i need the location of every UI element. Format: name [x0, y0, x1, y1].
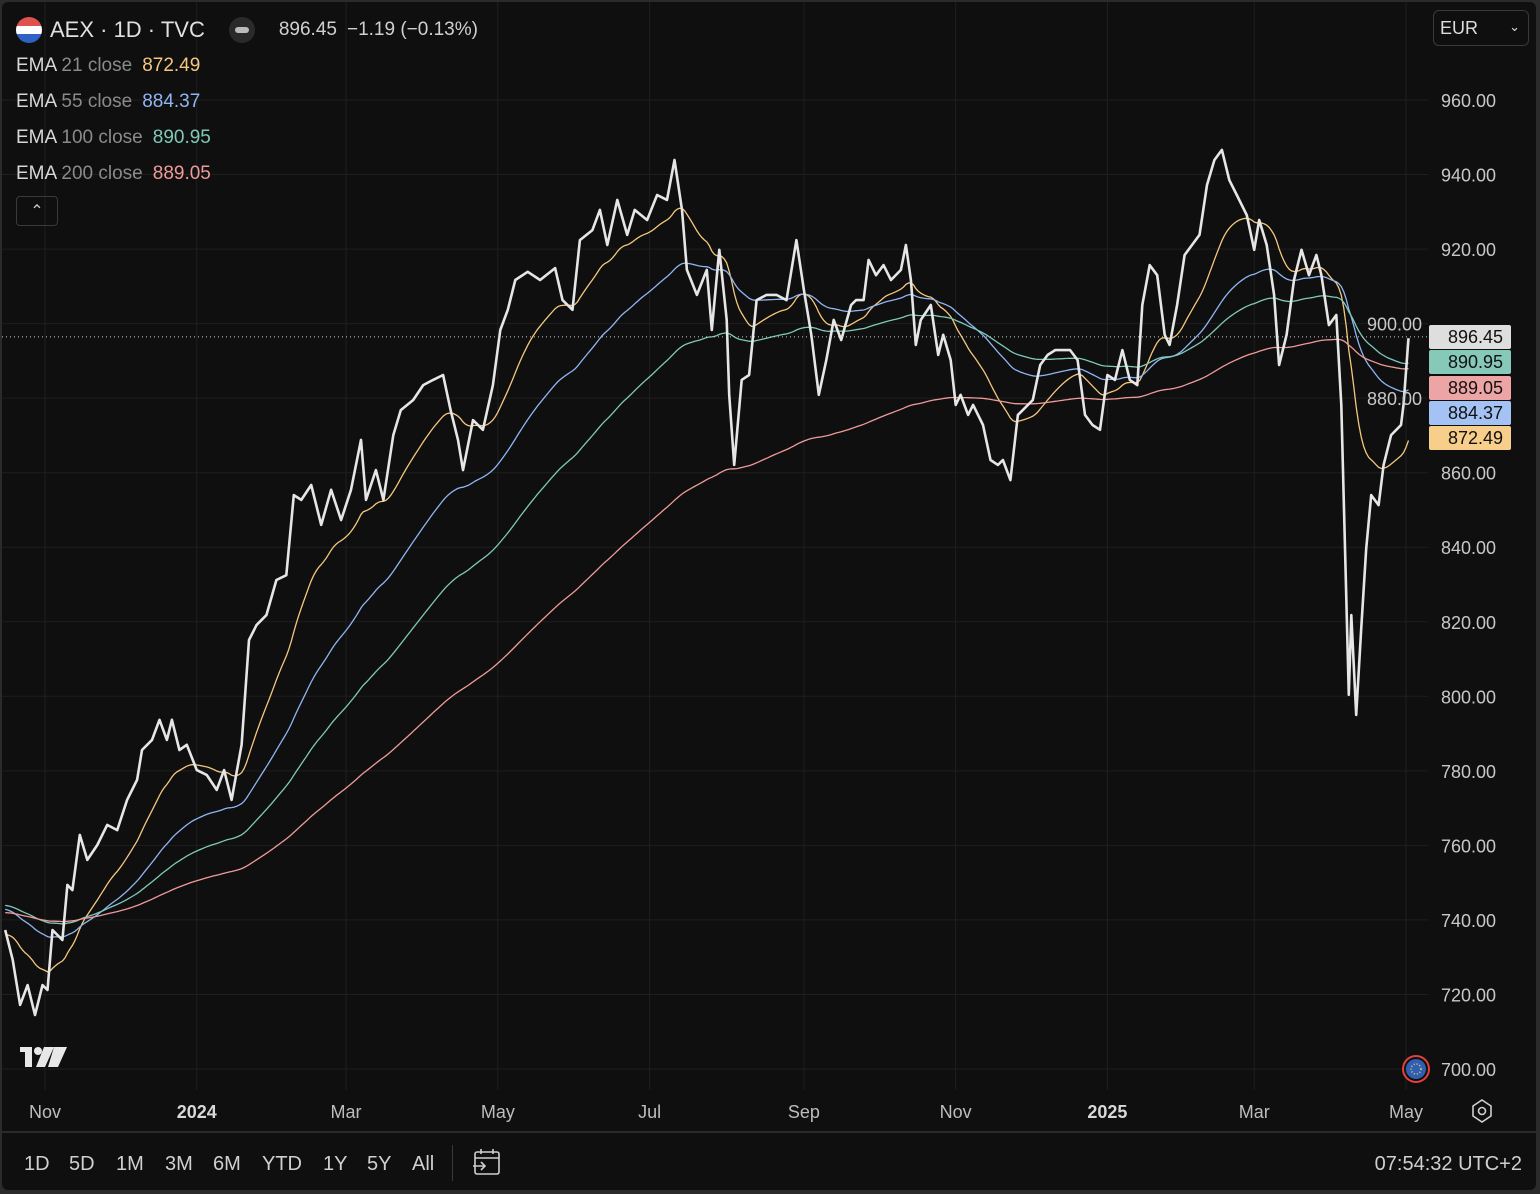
price-chart[interactable]: 960.00 940.00 920.00 900.00 880.00 860.00 840.… [2, 2, 1536, 1132]
range-button-5d[interactable]: 5D [69, 1153, 95, 1175]
time-tick-label: Mar [331, 1102, 362, 1122]
chevron-up-icon: ⌃ [30, 203, 44, 220]
price-tick-label: 840.00 [1441, 538, 1496, 558]
time-tick-label: Jul [638, 1102, 661, 1122]
range-button-1d[interactable]: 1D [24, 1153, 50, 1175]
currency-label: EUR [1440, 18, 1479, 38]
indicator-value: 890.95 [152, 127, 211, 148]
settings-gear-icon[interactable] [1472, 1099, 1492, 1123]
price-tick-label: 860.00 [1441, 464, 1496, 484]
price-tick-label: 800.00 [1441, 687, 1496, 707]
ema-line-200[interactable] [5, 338, 1409, 923]
price-tick-label: 720.00 [1441, 985, 1496, 1005]
close-price-line[interactable] [3, 148, 1410, 1017]
range-button-5y[interactable]: 5Y [367, 1153, 392, 1175]
time-tick-label: May [481, 1102, 515, 1122]
range-button-3m[interactable]: 3M [165, 1153, 193, 1175]
price-tick-label: 920.00 [1441, 240, 1496, 260]
time-axis: Nov 2024 Mar May Jul Sep Nov 2025 Mar May [29, 1102, 1423, 1122]
time-tick-label: Nov [940, 1102, 972, 1122]
price-tick-label: 880.00 [1367, 389, 1422, 409]
price-badge: 884.37 [1429, 400, 1511, 425]
indicator-params: 100 close [61, 127, 143, 148]
indicator-value: 884.37 [142, 91, 201, 112]
price-change: −1.19 (−0.13%) [346, 19, 478, 40]
time-tick-label: 2025 [1087, 1102, 1127, 1122]
indicator-ema-55[interactable]: EMA 55 close 884.37 [16, 84, 478, 120]
symbol-title[interactable]: AEX · 1D · TVC [50, 17, 205, 42]
indicator-name: EMA [16, 91, 57, 112]
price-badge: 890.95 [1429, 350, 1511, 375]
price-badge: 872.49 [1429, 426, 1511, 451]
indicator-value: 872.49 [142, 55, 201, 76]
indicator-value: 889.05 [152, 163, 211, 184]
time-tick-label: Mar [1239, 1102, 1270, 1122]
ema-line-55[interactable] [5, 262, 1409, 938]
price-badge: 889.05 [1429, 375, 1511, 400]
tradingview-logo [20, 1047, 67, 1067]
ema-line-21[interactable] [5, 207, 1410, 973]
price-tick-label: 760.00 [1441, 836, 1496, 856]
range-button-ytd[interactable]: YTD [262, 1153, 302, 1175]
time-tick-label: Nov [29, 1102, 61, 1122]
price-tick-label: 960.00 [1441, 91, 1496, 111]
indicator-name: EMA [16, 127, 57, 148]
range-button-1m[interactable]: 1M [116, 1153, 144, 1175]
price-tick-label: 740.00 [1441, 911, 1496, 931]
range-button-6m[interactable]: 6M [213, 1153, 241, 1175]
price-tick-label: 700.00 [1441, 1060, 1496, 1080]
time-tick-label: 2024 [177, 1102, 217, 1122]
bottom-toolbar: 1D 5D 1M 3M 6M YTD 1Y 5Y All 07:54:32 UTC+2 [2, 1131, 1536, 1190]
netherlands-flag-icon [16, 17, 42, 43]
last-price: 896.45 [278, 19, 337, 40]
close-series [3, 148, 1410, 1017]
go-to-date-icon[interactable] [472, 1147, 502, 1182]
indicator-params: 55 close [61, 91, 133, 112]
chevron-down-icon: ⌄ [1509, 19, 1520, 34]
price-tick-label: 780.00 [1441, 762, 1496, 782]
clock[interactable]: 07:54:32 UTC+2 [1374, 1153, 1522, 1175]
indicator-params: 21 close [61, 55, 133, 76]
range-button-1y[interactable]: 1Y [323, 1153, 348, 1175]
range-button-all[interactable]: All [412, 1153, 435, 1175]
price-axis: 960.00 940.00 920.00 900.00 880.00 860.00 840.… [1367, 91, 1496, 1080]
chart-legend: AEX · 1D · TVC 896.45 −1.19 (−0.13%) EMA… [16, 14, 478, 226]
price-tick-label: 820.00 [1441, 613, 1496, 633]
toolbar-divider [452, 1145, 453, 1181]
indicator-ema-100[interactable]: EMA 100 close 890.95 [16, 120, 478, 156]
price-tick-label: 940.00 [1441, 166, 1496, 186]
indicator-ema-200[interactable]: EMA 200 close 889.05 [16, 156, 478, 192]
grid [2, 2, 1428, 1090]
indicator-ema-21[interactable]: EMA 21 close 872.49 [16, 48, 478, 84]
currency-select[interactable]: EUR ⌄ [1433, 10, 1529, 46]
indicator-name: EMA [16, 163, 57, 184]
time-tick-label: Sep [788, 1102, 820, 1122]
indicator-params: 200 close [61, 163, 143, 184]
price-badge: 896.45 [1429, 325, 1511, 349]
collapse-legend-button[interactable]: ⌃ [16, 196, 58, 226]
eu-flag-icon [1402, 1055, 1430, 1083]
market-status-icon[interactable] [228, 17, 255, 43]
ema-lines [5, 207, 1410, 973]
ema-line-100[interactable] [5, 295, 1409, 925]
time-tick-label: May [1389, 1102, 1423, 1122]
price-tick-label: 900.00 [1367, 315, 1422, 335]
indicator-name: EMA [16, 55, 57, 76]
